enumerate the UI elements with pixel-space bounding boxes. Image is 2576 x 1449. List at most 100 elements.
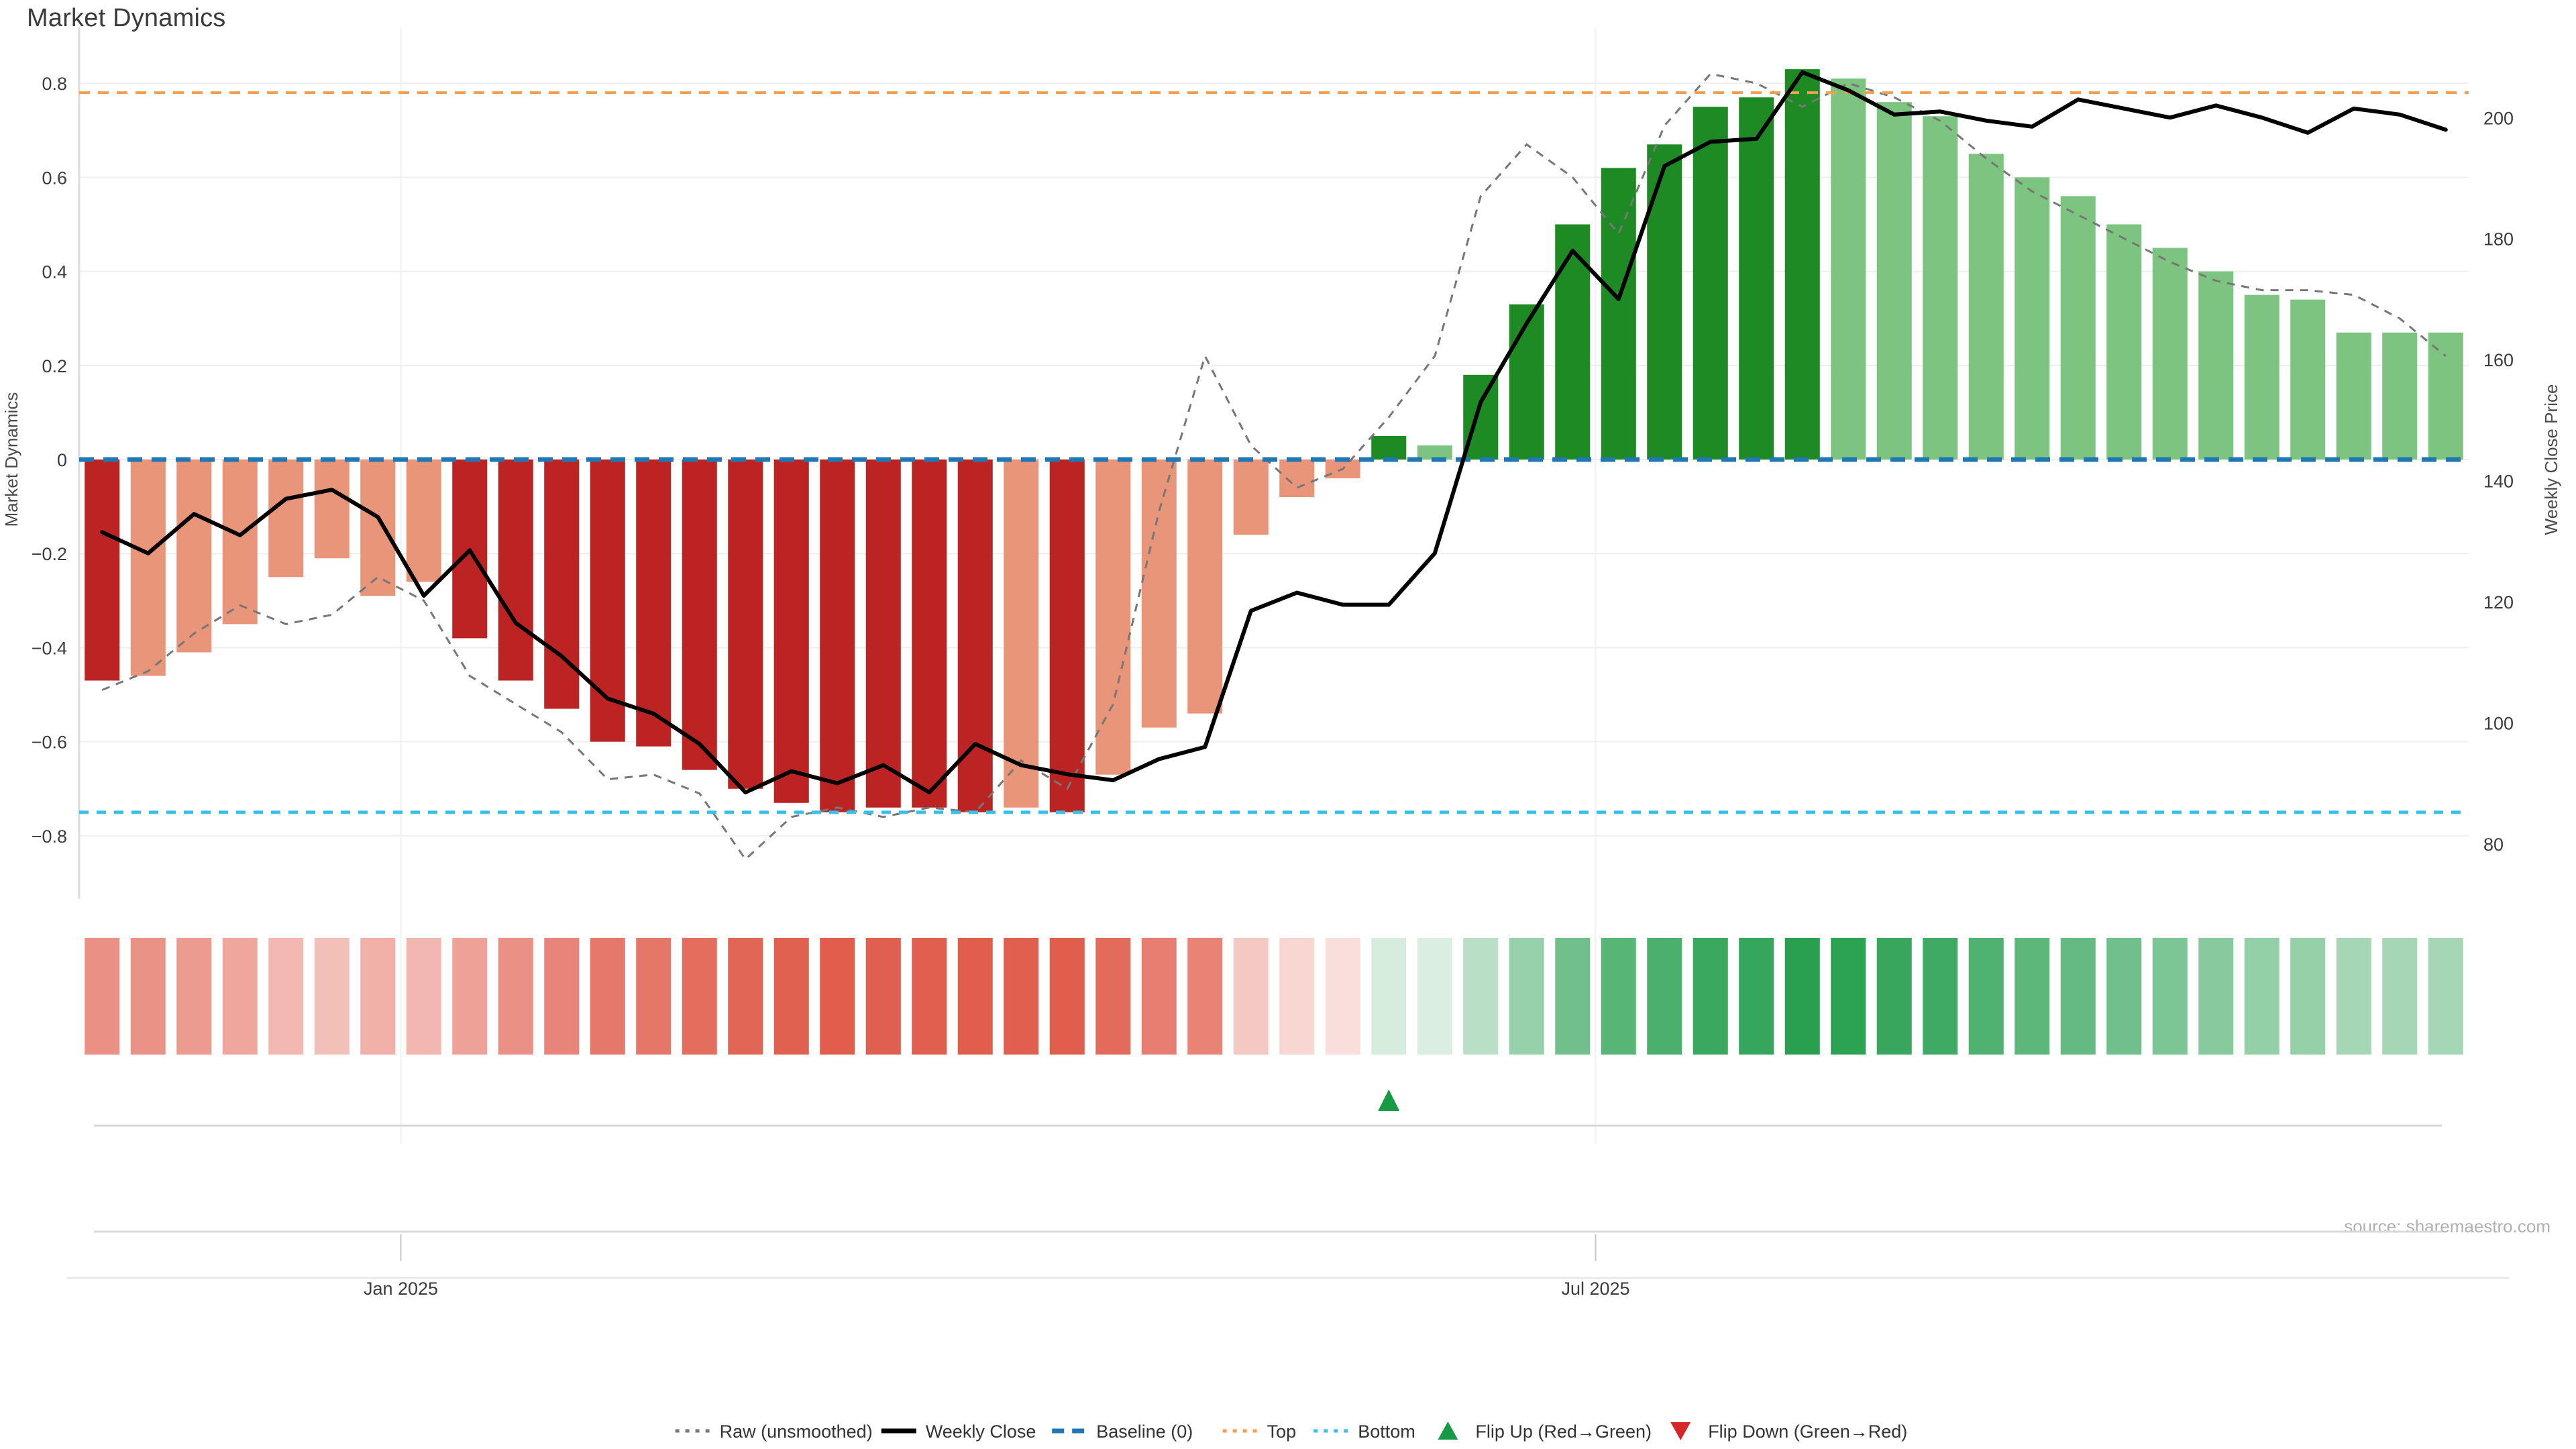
heatmap-cell — [498, 938, 533, 1055]
heatmap-cell — [1371, 938, 1407, 1055]
market-dynamics-bar — [1004, 460, 1039, 808]
legend-item[interactable]: Flip Up (Red→Green) — [1438, 1421, 1652, 1442]
market-dynamics-bar — [1784, 69, 1820, 460]
market-dynamics-bar — [314, 460, 350, 559]
heatmap-cell — [2152, 938, 2188, 1055]
market-dynamics-bar — [2152, 248, 2188, 460]
market-dynamics-bar — [682, 460, 717, 770]
market-dynamics-bar — [544, 460, 580, 709]
market-dynamics-bar — [1739, 97, 1774, 460]
market-dynamics-bar — [176, 460, 212, 653]
legend-label: Flip Down (Green→Red) — [1708, 1421, 1907, 1442]
heatmap-cell — [1876, 938, 1912, 1055]
heatmap-cell — [1831, 938, 1866, 1055]
heatmap-cell — [360, 938, 396, 1055]
market-dynamics-bar — [2060, 196, 2096, 460]
legend-label: Bottom — [1358, 1421, 1415, 1442]
legend-item[interactable]: Raw (unsmoothed) — [675, 1421, 873, 1442]
left-axis-tick-label: 0.4 — [42, 262, 67, 282]
market-dynamics-bar — [1095, 460, 1131, 775]
market-dynamics-bar — [1831, 78, 1866, 460]
heatmap-cell — [1233, 938, 1269, 1055]
heatmap-cell — [1923, 938, 1958, 1055]
heatmap-cell — [865, 938, 901, 1055]
heatmap-cell — [1095, 938, 1131, 1055]
left-axis-tick-label: 0.8 — [42, 74, 67, 94]
legend-item[interactable]: Top — [1222, 1421, 1297, 1442]
left-axis-tick-label: −0.4 — [32, 638, 67, 658]
market-dynamics-bar — [590, 460, 625, 742]
market-dynamics-bar — [1876, 102, 1912, 460]
market-dynamics-bar — [2428, 332, 2463, 460]
chart-legend: Raw (unsmoothed) Weekly Close Baseline (0)… — [675, 1421, 1907, 1442]
legend-item[interactable]: Baseline (0) — [1052, 1421, 1193, 1442]
market-dynamics-bar — [268, 460, 304, 578]
right-axis: 200 180 160 140 120 100 80 Weekly Close Price — [2483, 108, 2561, 855]
heatmap-cell — [1739, 938, 1774, 1055]
market-dynamics-bar — [865, 460, 901, 808]
right-axis-tick-label: 80 — [2483, 835, 2504, 855]
page-title: Market Dynamics — [27, 4, 226, 32]
market-dynamics-bar — [1555, 224, 1591, 460]
legend-item[interactable]: Bottom — [1313, 1421, 1415, 1442]
heatmap-cell — [1187, 938, 1223, 1055]
heatmap-cell — [820, 938, 855, 1055]
reference-lines — [79, 91, 2469, 814]
heatmap-cell — [1509, 938, 1544, 1055]
raw-unsmoothed-line — [101, 72, 2447, 861]
heatmap-cell — [2015, 938, 2050, 1055]
left-axis-title: Market Dynamics — [1, 392, 21, 527]
heatmap-cell — [314, 938, 350, 1055]
market-dynamics-bar — [1049, 460, 1085, 812]
market-dynamics-bar — [912, 460, 947, 808]
right-axis-title: Weekly Close Price — [2541, 384, 2561, 535]
legend-flip-up-icon — [1438, 1421, 1458, 1440]
market-dynamics-bar — [2198, 271, 2234, 460]
heatmap-cell — [268, 938, 304, 1055]
heatmap-cell — [728, 938, 763, 1055]
legend-label: Flip Up (Red→Green) — [1475, 1421, 1652, 1442]
heatmap-cell — [1141, 938, 1177, 1055]
market-dynamics-bar — [1968, 154, 2004, 460]
market-dynamics-bar — [85, 460, 120, 681]
legend-item[interactable]: Weekly Close — [881, 1421, 1036, 1442]
market-dynamics-bar — [1923, 116, 1958, 460]
heatmap-cell — [636, 938, 672, 1055]
heatmap-cell — [452, 938, 488, 1055]
left-axis-tick-label: 0.2 — [42, 356, 67, 376]
heatmap-cell — [130, 938, 166, 1055]
weekly-close-path — [100, 70, 2448, 795]
right-axis-tick-label: 140 — [2483, 472, 2514, 492]
market-dynamics-bar — [728, 460, 763, 789]
legend-flip-down-icon — [1670, 1422, 1691, 1440]
market-dynamics-bar — [636, 460, 672, 747]
market-dynamics-bar — [1279, 460, 1315, 498]
heatmap-cell — [1647, 938, 1682, 1055]
heatmap-cell — [2428, 938, 2463, 1055]
market-dynamics-bar — [1417, 445, 1452, 460]
left-axis-tick-label: −0.8 — [32, 826, 67, 847]
right-axis-tick-label: 100 — [2483, 713, 2514, 733]
market-dynamics-bar — [820, 460, 855, 812]
source-attribution: source: sharemaestro.com — [2344, 1216, 2551, 1236]
market-dynamics-bar — [1509, 304, 1544, 460]
heatmap-cell — [773, 938, 809, 1055]
market-dynamics-bar — [360, 460, 396, 596]
lower-axis-rails — [94, 1124, 2442, 1233]
market-dynamics-bar — [2290, 299, 2326, 460]
flip-up-marker-icon[interactable] — [1378, 1089, 1400, 1111]
left-axis-tick-label: −0.2 — [32, 544, 67, 564]
heatmap-cell — [222, 938, 258, 1055]
left-axis-tick-label: −0.6 — [32, 733, 67, 753]
legend-item[interactable]: Flip Down (Green→Red) — [1670, 1421, 1907, 1442]
heatmap-cell — [1325, 938, 1360, 1055]
heatmap-cell — [544, 938, 580, 1055]
heatmap-cell — [1049, 938, 1085, 1055]
right-axis-tick-label: 160 — [2483, 350, 2514, 370]
heatmap-cell — [1417, 938, 1452, 1055]
market-dynamics-bar — [1141, 460, 1177, 728]
legend-label: Weekly Close — [926, 1421, 1036, 1442]
raw-unsmoothed-path — [101, 72, 2447, 861]
